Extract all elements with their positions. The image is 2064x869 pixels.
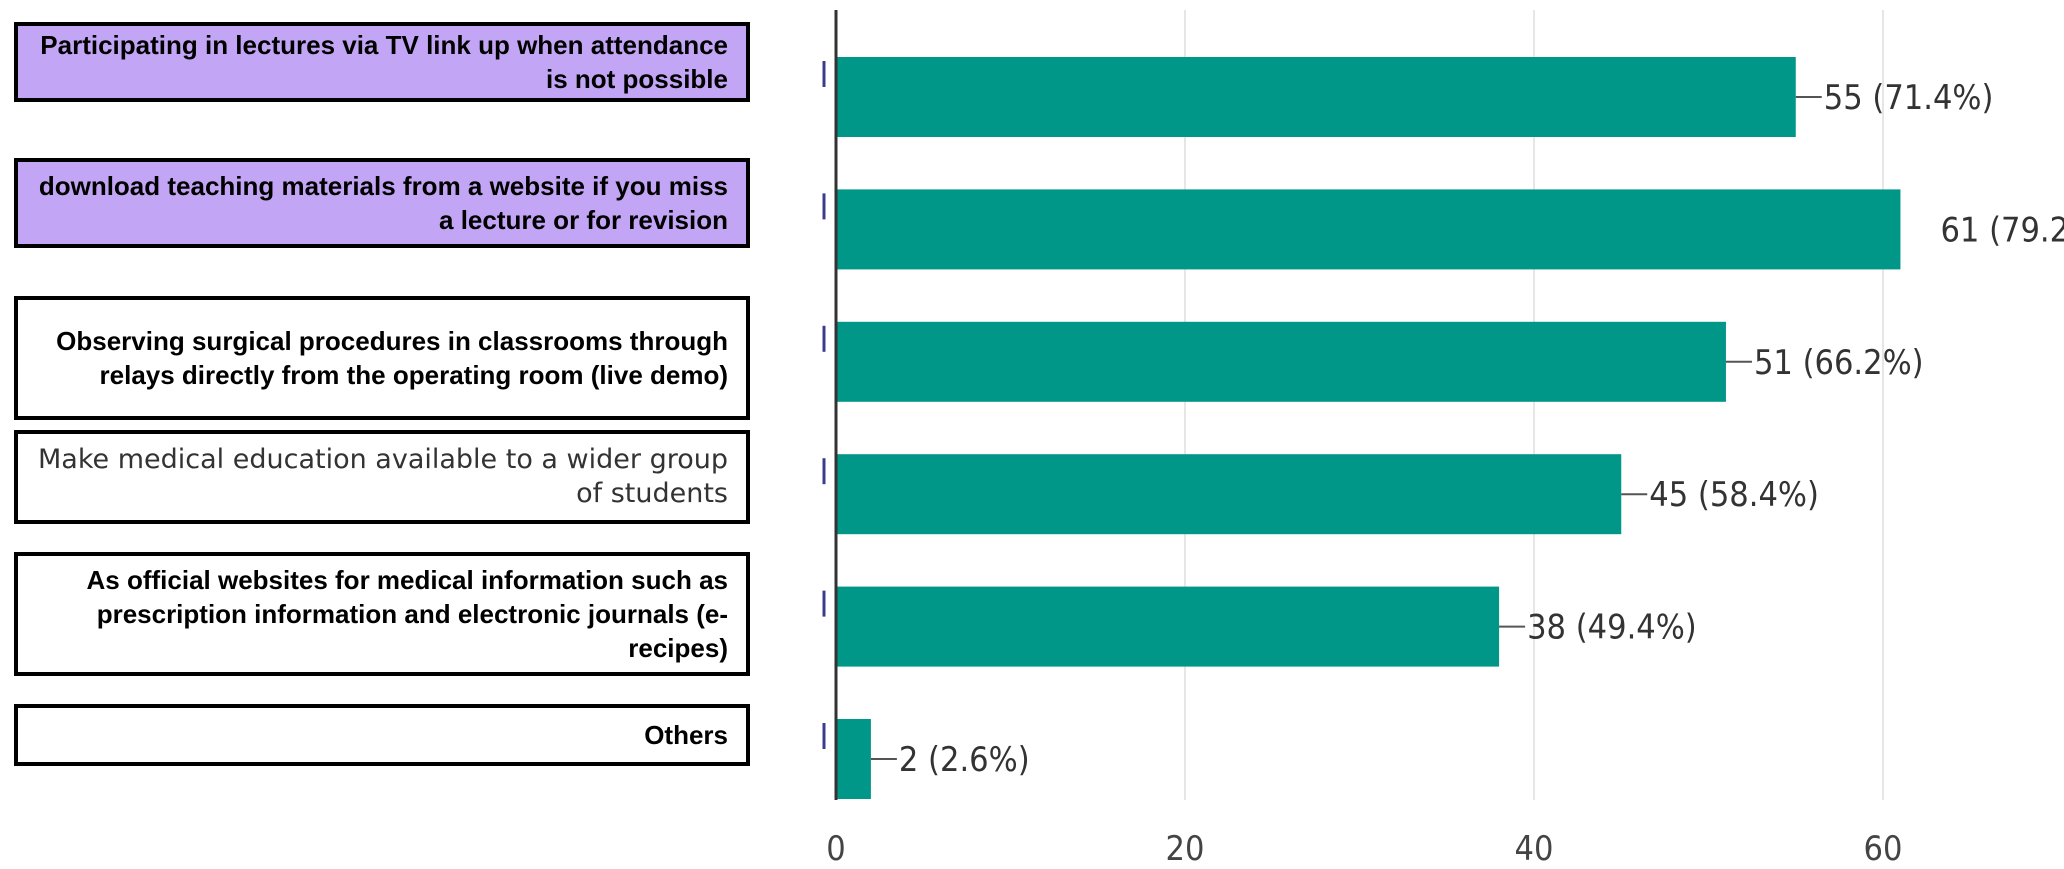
data-label-3: 51 (66.2%) xyxy=(1754,343,1924,383)
bar-6 xyxy=(836,719,871,799)
category-label-3: Observing surgical procedures in classro… xyxy=(14,296,750,420)
bar-2 xyxy=(836,189,1901,270)
data-label-1: 55 (71.4%) xyxy=(1824,78,1994,118)
category-label-6: Others xyxy=(14,704,750,766)
data-label-6: 2 (2.6%) xyxy=(899,740,1030,780)
bar-3 xyxy=(836,321,1726,402)
data-label-5: 38 (49.4%) xyxy=(1527,608,1697,648)
bar-4 xyxy=(836,454,1622,535)
x-tick-label-0: 0 xyxy=(826,829,845,869)
category-label-4: Make medical education available to a wi… xyxy=(14,430,750,524)
category-label-5: As official websites for medical informa… xyxy=(14,552,750,676)
x-tick-label-3: 60 xyxy=(1864,829,1903,869)
data-label-4: 45 (58.4%) xyxy=(1649,475,1819,515)
x-tick-label-2: 40 xyxy=(1515,829,1554,869)
bar-5 xyxy=(836,586,1500,667)
x-tick-label-1: 20 xyxy=(1166,829,1205,869)
bar-1 xyxy=(836,57,1796,137)
data-label-2: 61 (79.2%) xyxy=(1940,210,2064,250)
category-label-2: download teaching materials from a websi… xyxy=(14,158,750,248)
category-label-1: Participating in lectures via TV link up… xyxy=(14,22,750,102)
